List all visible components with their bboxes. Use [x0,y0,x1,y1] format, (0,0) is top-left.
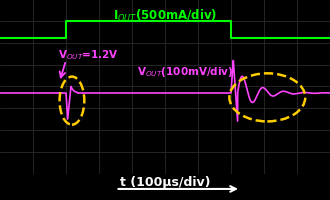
Text: V$_{OUT}$=1.2V: V$_{OUT}$=1.2V [58,48,118,61]
Text: t (100μs/div): t (100μs/div) [120,176,210,188]
Text: I$_{OUT}$(500mA/div): I$_{OUT}$(500mA/div) [113,8,217,24]
Text: V$_{OUT}$(100mV/div): V$_{OUT}$(100mV/div) [137,65,233,79]
